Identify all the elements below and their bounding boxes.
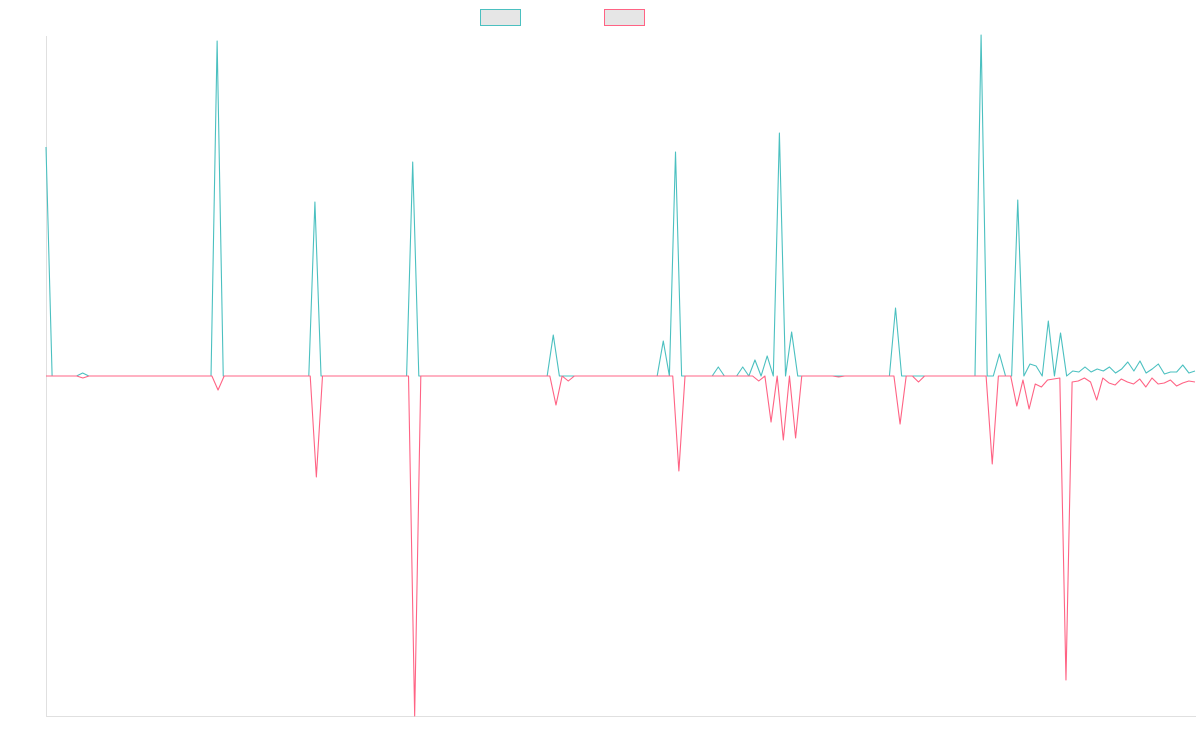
series-line-2 (46, 375, 1196, 717)
legend-swatch-2[interactable] (604, 9, 645, 26)
series-line-1 (45, 34, 1196, 377)
series-layer (45, 34, 1196, 717)
legend-swatch-1[interactable] (480, 9, 521, 26)
legend (480, 9, 645, 26)
